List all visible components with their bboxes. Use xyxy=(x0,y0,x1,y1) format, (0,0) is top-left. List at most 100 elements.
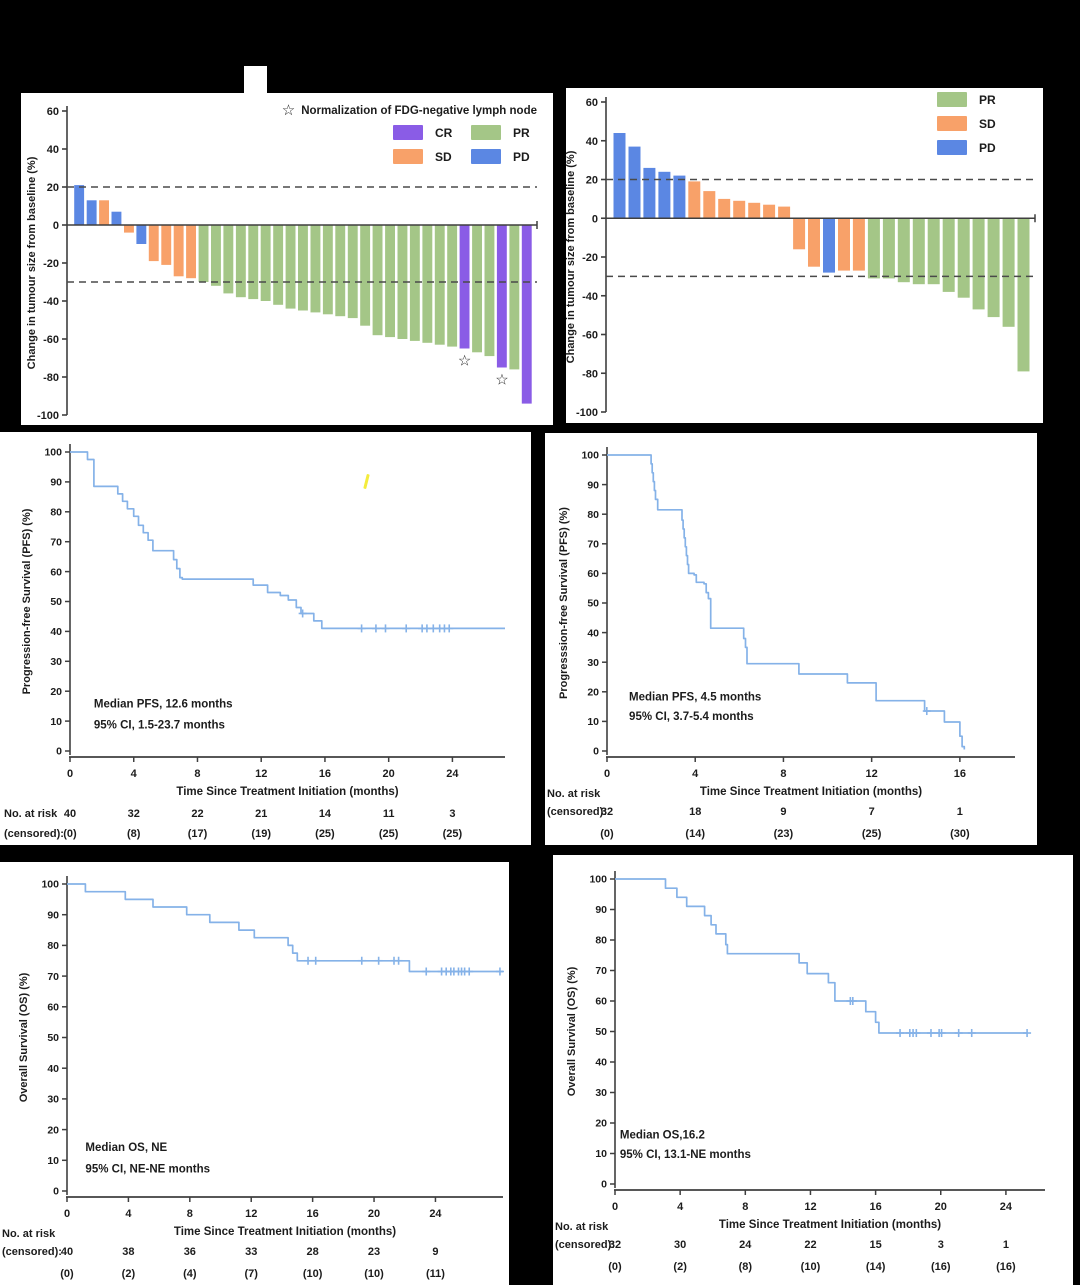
waterfall-bar-pr xyxy=(397,225,408,339)
risk-count: 38 xyxy=(122,1246,134,1258)
km-panel-pfs-cohort-b: 0 10 20 30 40 50 60 70 80 90 100 Progresssion-free … xyxy=(545,433,1037,845)
risk-count: 14 xyxy=(319,808,332,820)
x-tick-label: 4 xyxy=(692,768,699,780)
legend-label-pr: PR xyxy=(513,125,530,140)
waterfall-bar-pr xyxy=(335,225,346,317)
x-tick-label: 24 xyxy=(1000,1201,1013,1213)
risk-censored: (14) xyxy=(685,828,705,840)
median-annotation: Median PFS, 12.6 months xyxy=(94,699,233,711)
median-annotation: 95% CI, NE-NE months xyxy=(85,1164,210,1176)
median-annotation: Median OS, NE xyxy=(85,1142,167,1154)
risk-count: 1 xyxy=(957,806,963,818)
y-tick-label: 60 xyxy=(595,996,607,1008)
waterfall-bar-pd xyxy=(658,171,671,219)
y-tick-label: 90 xyxy=(47,909,59,921)
risk-censored: (2) xyxy=(673,1261,687,1273)
waterfall-bar-pd xyxy=(74,185,85,225)
risk-count: 36 xyxy=(184,1246,196,1258)
y-tick-label: 50 xyxy=(587,598,599,610)
risk-label: No. at risk xyxy=(2,1228,56,1240)
waterfall-bar-pd xyxy=(86,200,97,225)
y-axis-title: Overall Survival (OS) (%) xyxy=(566,966,578,1096)
waterfall-bar-pr xyxy=(867,218,880,279)
waterfall-bar-sd xyxy=(808,218,820,267)
y-tick-label: 100 xyxy=(41,879,59,891)
x-axis-title: Time Since Treatment Initiation (months) xyxy=(174,1226,396,1238)
x-tick-label: 12 xyxy=(255,768,267,780)
km-panel-os-cohort-b: 0 10 20 30 40 50 60 70 80 90 100 Overall Survival (… xyxy=(553,855,1073,1285)
x-tick-label: 0 xyxy=(67,768,73,780)
km-curve xyxy=(70,451,505,630)
waterfall-bar-pr xyxy=(897,218,910,283)
y-tick-label: 90 xyxy=(595,904,607,916)
y-axis-title: Progression-free Survival (PFS) (%) xyxy=(21,508,33,694)
risk-label: (censored): xyxy=(2,1246,62,1258)
y-tick-label: 0 xyxy=(56,746,62,758)
km-panel-pfs-cohort-a: 0 10 20 30 40 50 60 70 80 90 100 Progression-free S… xyxy=(0,432,531,845)
pfs-cohort-b-canvas: 0102030405060708090100Progresssion-free … xyxy=(547,447,1015,840)
waterfall-bar-sd xyxy=(778,206,791,219)
y-tick-label: 20 xyxy=(587,687,599,699)
x-tick-label: 0 xyxy=(612,1201,618,1213)
waterfall-bar-pr xyxy=(310,225,321,313)
legend-note-text: Normalization of FDG-negative lymph node xyxy=(301,104,537,117)
median-annotation: 95% CI, 13.1-NE months xyxy=(620,1149,751,1161)
median-annotation: 95% CI, 1.5-23.7 months xyxy=(94,720,225,732)
waterfall-bar-pr xyxy=(322,225,333,315)
legend-items: CR PR SD PD xyxy=(393,125,537,164)
waterfall-bar-pr xyxy=(235,225,246,298)
waterfall-bar-pr xyxy=(347,225,358,319)
risk-count: 15 xyxy=(869,1239,881,1251)
risk-count: 32 xyxy=(601,806,613,818)
y-tick-label: 40 xyxy=(595,1057,607,1069)
x-axis-title: Time Since Treatment Initiation (months) xyxy=(700,786,922,798)
waterfall-bar-pr xyxy=(434,225,445,345)
y-tick-label: 20 xyxy=(595,1118,607,1130)
waterfall-bar-sd xyxy=(852,218,865,271)
risk-label: (censored): xyxy=(4,828,64,840)
median-annotation: Median OS,16.2 xyxy=(620,1129,705,1141)
waterfall-panel-cohort-b: PR SD PD 60 40 20 0 -20 -40 -60 -80 -100 Change i… xyxy=(566,88,1043,423)
waterfall-bar-pr xyxy=(422,225,433,343)
y-tick-label: -100 xyxy=(37,410,59,422)
y-tick-label: 30 xyxy=(50,656,62,668)
legend-label-cr: CR xyxy=(435,125,453,140)
waterfall-bar-pr xyxy=(198,225,209,282)
risk-censored: (2) xyxy=(122,1268,136,1280)
waterfall-bar-sd xyxy=(718,198,731,219)
waterfall-bar-sd xyxy=(186,225,196,279)
waterfall-bar-pr xyxy=(360,225,371,326)
km-curve xyxy=(615,878,1028,1034)
risk-count: 18 xyxy=(689,806,701,818)
y-axis-title: Change in tumour size from baseline (%) xyxy=(566,150,577,363)
km-panel-os-cohort-a: 0 10 20 30 40 50 60 70 80 90 100 Overall Survival (… xyxy=(0,862,509,1285)
risk-censored: (16) xyxy=(931,1261,951,1273)
x-tick-label: 8 xyxy=(194,768,200,780)
y-tick-label: 10 xyxy=(587,716,599,728)
waterfall-bar-pr xyxy=(248,225,259,300)
risk-label: (censored): xyxy=(547,806,607,818)
y-axis-title: Change in tumour size from baseline (%) xyxy=(26,156,38,369)
x-axis-title: Time Since Treatment Initiation (months) xyxy=(719,1219,941,1231)
y-tick-label: 0 xyxy=(53,1186,59,1198)
y-tick-label: 80 xyxy=(587,509,599,521)
risk-count: 33 xyxy=(245,1246,257,1258)
y-tick-label: 70 xyxy=(47,971,59,983)
y-axis-title: Progresssion-free Survival (PFS) (%) xyxy=(558,507,570,699)
y-tick-label: 20 xyxy=(586,175,598,187)
waterfall-bar-pr xyxy=(472,225,482,353)
waterfall-bar-pr xyxy=(385,225,395,338)
waterfall-bar-pr xyxy=(409,225,420,341)
waterfall-panel-cohort-a: ☆ Normalization of FDG-negative lymph no… xyxy=(21,93,553,425)
y-tick-label: 100 xyxy=(581,450,599,462)
risk-censored: (4) xyxy=(183,1268,197,1280)
sd-swatch xyxy=(393,149,423,164)
risk-censored: (17) xyxy=(188,828,208,840)
y-tick-label: 70 xyxy=(587,539,599,551)
x-tick-label: 20 xyxy=(368,1208,380,1220)
y-tick-label: 100 xyxy=(44,447,62,459)
y-tick-label: 40 xyxy=(47,144,59,156)
y-tick-label: 10 xyxy=(47,1155,59,1167)
waterfall-bar-sd xyxy=(99,200,109,225)
